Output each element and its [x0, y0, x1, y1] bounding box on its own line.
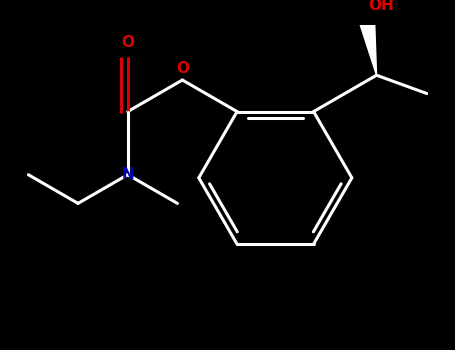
Text: N: N — [121, 167, 134, 182]
Text: OH: OH — [369, 0, 394, 13]
Text: O: O — [176, 61, 189, 76]
Text: O: O — [121, 35, 134, 50]
Polygon shape — [359, 17, 377, 75]
